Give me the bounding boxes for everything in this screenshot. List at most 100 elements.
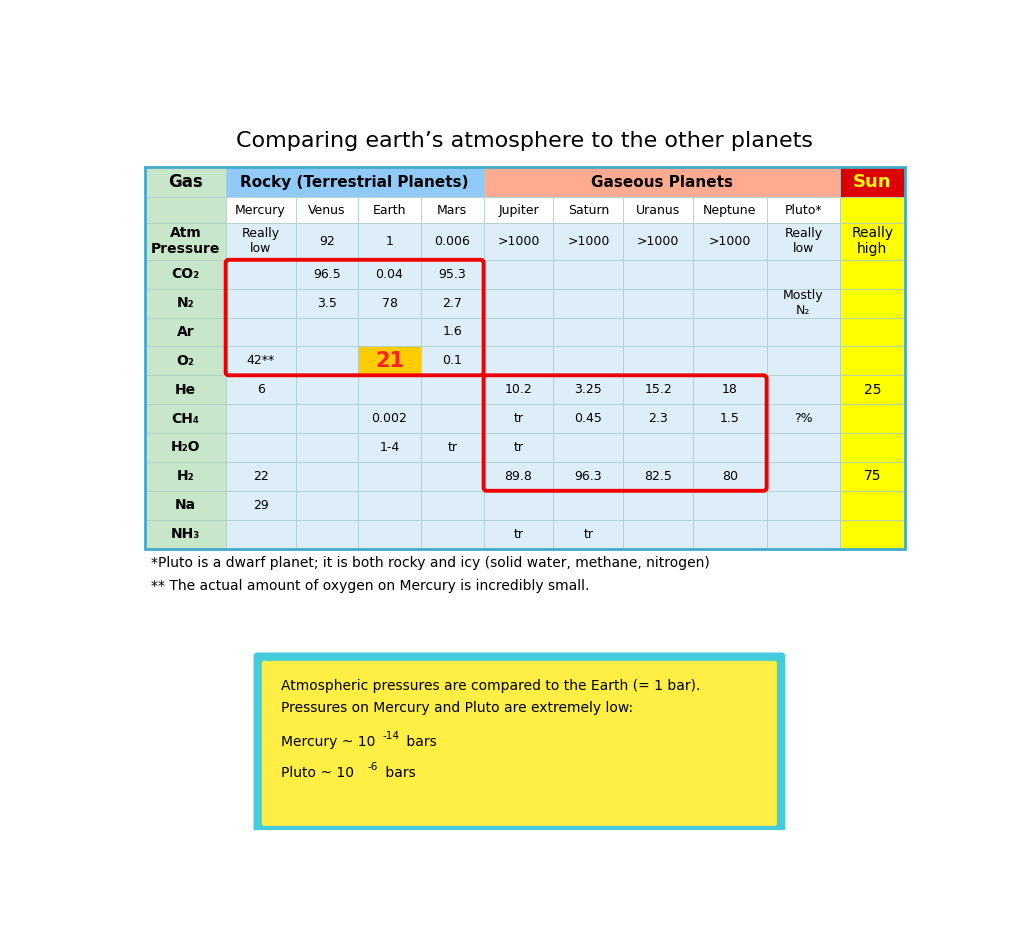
Text: 75: 75	[863, 469, 881, 483]
Bar	[693, 223, 767, 259]
Bar	[296, 259, 358, 288]
Text: H₂O: H₂O	[171, 440, 200, 454]
Bar	[421, 491, 483, 520]
Text: 22: 22	[253, 470, 268, 483]
Bar	[225, 404, 296, 433]
Bar	[767, 491, 840, 520]
Bar	[553, 288, 624, 317]
Bar	[624, 433, 693, 462]
Bar	[358, 346, 421, 375]
Bar	[840, 198, 904, 223]
Text: ** The actual amount of oxygen on Mercury is incredibly small.: ** The actual amount of oxygen on Mercur…	[152, 579, 590, 593]
Bar	[296, 520, 358, 549]
Text: 78: 78	[382, 297, 397, 310]
Bar	[553, 317, 624, 346]
Text: -14: -14	[383, 731, 400, 741]
Text: 1-4: 1-4	[380, 441, 399, 454]
Bar	[358, 223, 421, 259]
Bar	[553, 223, 624, 259]
Bar	[767, 462, 840, 491]
Bar	[225, 259, 296, 288]
Bar	[225, 288, 296, 317]
Bar	[483, 346, 553, 375]
Bar	[624, 259, 693, 288]
Bar	[693, 288, 767, 317]
Bar	[358, 462, 421, 491]
Bar	[693, 491, 767, 520]
Bar	[624, 375, 693, 404]
Bar	[693, 433, 767, 462]
Text: >1000: >1000	[637, 235, 680, 248]
Text: 6: 6	[257, 383, 264, 397]
Bar	[296, 317, 358, 346]
Text: tr: tr	[584, 528, 593, 540]
Bar	[358, 520, 421, 549]
Text: 15.2: 15.2	[644, 383, 672, 397]
Text: Gas: Gas	[168, 173, 203, 191]
Text: 89.8: 89.8	[505, 470, 532, 483]
Bar	[145, 346, 225, 375]
Bar	[225, 167, 483, 198]
Bar	[421, 317, 483, 346]
Bar	[840, 288, 904, 317]
Bar	[693, 520, 767, 549]
Bar	[358, 198, 421, 223]
Text: Pressures on Mercury and Pluto are extremely low:: Pressures on Mercury and Pluto are extre…	[281, 702, 633, 716]
Text: Mostly
N₂: Mostly N₂	[783, 289, 823, 317]
Text: Rocky (Terrestrial Planets): Rocky (Terrestrial Planets)	[241, 174, 469, 189]
Text: Pluto ~ 10: Pluto ~ 10	[281, 766, 353, 780]
Bar	[553, 491, 624, 520]
Bar	[296, 404, 358, 433]
Bar	[145, 520, 225, 549]
Bar	[483, 198, 553, 223]
Bar	[840, 223, 904, 259]
Bar	[840, 259, 904, 288]
Text: Mars: Mars	[437, 203, 467, 216]
Text: tr: tr	[513, 412, 523, 425]
Bar	[553, 375, 624, 404]
Bar	[483, 520, 553, 549]
Text: 3.5: 3.5	[316, 297, 337, 310]
Bar	[358, 375, 421, 404]
Bar	[296, 462, 358, 491]
Text: 3.25: 3.25	[574, 383, 602, 397]
Bar	[296, 223, 358, 259]
Text: Really
high: Really high	[851, 226, 893, 257]
Text: 0.006: 0.006	[434, 235, 470, 248]
Text: 95.3: 95.3	[438, 268, 466, 281]
Bar	[296, 346, 358, 375]
Bar	[840, 462, 904, 491]
Bar	[767, 404, 840, 433]
Bar	[624, 346, 693, 375]
Bar	[693, 317, 767, 346]
Bar	[553, 259, 624, 288]
Text: Jupiter: Jupiter	[499, 203, 539, 216]
Bar	[421, 346, 483, 375]
Text: 80: 80	[722, 470, 738, 483]
Bar	[553, 520, 624, 549]
Bar	[767, 317, 840, 346]
Bar	[421, 223, 483, 259]
Text: 96.5: 96.5	[313, 268, 341, 281]
Text: Neptune: Neptune	[703, 203, 757, 216]
Text: O₂: O₂	[176, 354, 195, 368]
Text: Na: Na	[175, 498, 196, 512]
Text: 25: 25	[863, 383, 881, 397]
Bar	[767, 520, 840, 549]
Text: 21: 21	[375, 351, 404, 370]
Bar	[483, 404, 553, 433]
Text: tr: tr	[513, 441, 523, 454]
Bar	[145, 198, 225, 223]
Text: 0.45: 0.45	[574, 412, 602, 425]
Bar	[624, 462, 693, 491]
Bar	[145, 491, 225, 520]
Bar	[145, 167, 904, 549]
Bar	[483, 223, 553, 259]
Bar	[693, 198, 767, 223]
Text: ?%: ?%	[794, 412, 813, 425]
Bar	[225, 520, 296, 549]
Text: 0.002: 0.002	[372, 412, 408, 425]
Bar	[421, 520, 483, 549]
Bar	[553, 433, 624, 462]
Bar	[553, 462, 624, 491]
